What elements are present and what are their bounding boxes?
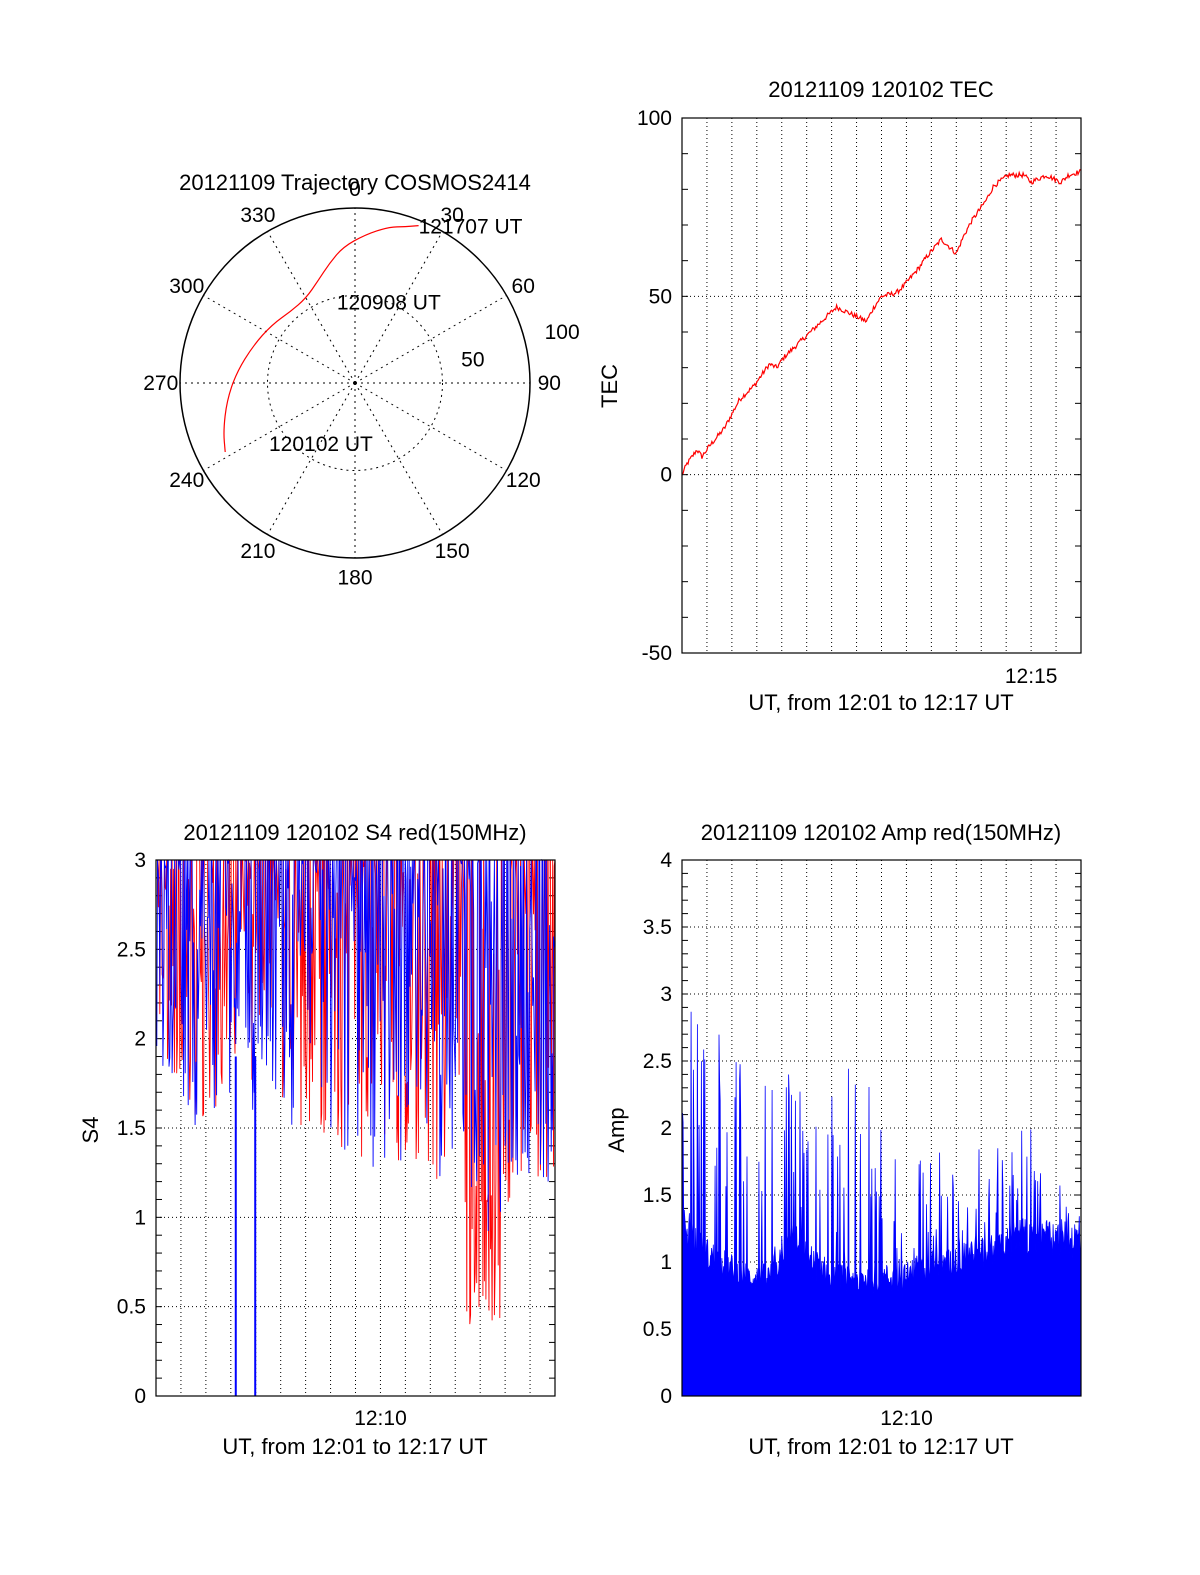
y-tick-label: 0.5 bbox=[117, 1296, 146, 1319]
tec-ylabel: TEC bbox=[597, 364, 622, 408]
amp-series-area bbox=[681, 1011, 1082, 1397]
amp-title: 20121109 120102 Amp red(150MHz) bbox=[701, 820, 1061, 845]
x-tick-label: 12:10 bbox=[880, 1407, 933, 1430]
azimuth-label: 30 bbox=[440, 204, 463, 227]
trajectory-annotation: 120102 UT bbox=[269, 433, 373, 456]
y-tick-label: 3 bbox=[134, 849, 146, 872]
y-tick-label: 1.5 bbox=[117, 1117, 146, 1140]
y-tick-label: 3 bbox=[660, 983, 672, 1006]
x-tick-labels: 12:15 bbox=[1005, 665, 1058, 688]
trajectory-annotations: 121707 UT 120908 UT 120102 UT bbox=[269, 216, 523, 457]
tec-xlabel: UT, from 12:01 to 12:17 UT bbox=[748, 690, 1013, 715]
y-tick-label: 0.5 bbox=[643, 1318, 672, 1341]
polar-spoke bbox=[354, 231, 443, 384]
y-tick-label: 0 bbox=[134, 1385, 146, 1408]
azimuth-label: 90 bbox=[538, 372, 561, 395]
azimuth-label: 270 bbox=[143, 372, 178, 395]
radial-label: 100 bbox=[545, 321, 580, 344]
polar-title: 20121109 Trajectory COSMOS2414 bbox=[179, 170, 531, 195]
polar-spoke bbox=[267, 382, 356, 535]
y-tick-label: 1 bbox=[660, 1251, 672, 1274]
polar-grid bbox=[179, 207, 531, 559]
y-tick-label: 1 bbox=[134, 1206, 146, 1229]
azimuth-label: 150 bbox=[435, 540, 470, 563]
y-tick-label: 4 bbox=[660, 849, 672, 872]
polar-spoke bbox=[203, 295, 356, 384]
azimuth-label: 240 bbox=[169, 469, 204, 492]
azimuth-label: 60 bbox=[512, 275, 535, 298]
polar-inner-circle bbox=[267, 295, 443, 471]
y-tick-label: 2.5 bbox=[643, 1050, 672, 1073]
y-tick-label: -50 bbox=[642, 642, 672, 665]
y-tick-label: 2 bbox=[660, 1117, 672, 1140]
x-tick-label: 12:15 bbox=[1005, 665, 1058, 688]
plot-frame bbox=[681, 859, 1082, 1397]
polar-radial-labels: 50 100 bbox=[461, 321, 579, 371]
polar-azimuth-labels: 0 30 60 90 120 150 180 210 240 270 300 330 bbox=[143, 178, 561, 590]
plot-frame bbox=[681, 117, 1082, 654]
amp-xlabel: UT, from 12:01 to 12:17 UT bbox=[748, 1434, 1013, 1459]
azimuth-label: 120 bbox=[506, 469, 541, 492]
azimuth-label: 0 bbox=[349, 178, 361, 201]
y-tick-labels: 0 0.5 1 1.5 2 2.5 3 bbox=[117, 849, 146, 1408]
polar-trajectory-panel: 20121109 Trajectory COSMOS2414 0 30 60 90 12… bbox=[143, 170, 579, 589]
x-tick-label: 12:10 bbox=[354, 1407, 407, 1430]
y-tick-labels: 0 0.5 1 1.5 2 2.5 3 3.5 4 bbox=[643, 849, 673, 1408]
s4-ylabel: S4 bbox=[78, 1117, 103, 1144]
s4-title: 20121109 120102 S4 red(150MHz) bbox=[183, 820, 526, 845]
x-tick-labels: 12:10 bbox=[880, 1407, 933, 1430]
azimuth-label: 180 bbox=[337, 566, 372, 589]
y-tick-label: 100 bbox=[637, 107, 672, 130]
y-tick-label: 50 bbox=[649, 285, 672, 308]
plot-frame bbox=[155, 859, 556, 1397]
y-tick-label: 0 bbox=[660, 464, 672, 487]
polar-spoke bbox=[354, 295, 507, 384]
y-tick-label: 2.5 bbox=[117, 938, 146, 961]
y-tick-label: 3.5 bbox=[643, 916, 672, 939]
y-tick-labels: -50 0 50 100 bbox=[637, 107, 672, 665]
azimuth-label: 210 bbox=[240, 540, 275, 563]
amp-panel: 20121109 120102 Amp red(150MHz) UT, from… bbox=[604, 820, 1082, 1459]
s4-xlabel: UT, from 12:01 to 12:17 UT bbox=[222, 1434, 487, 1459]
tec-series-line bbox=[681, 168, 1082, 475]
x-tick-labels: 12:10 bbox=[354, 1407, 407, 1430]
amp-ylabel: Amp bbox=[604, 1107, 629, 1152]
azimuth-label: 330 bbox=[240, 204, 275, 227]
y-tick-label: 1.5 bbox=[643, 1184, 672, 1207]
s4-panel: 20121109 120102 S4 red(150MHz) UT, from … bbox=[78, 820, 556, 1459]
trajectory-line bbox=[223, 225, 419, 453]
tec-title: 20121109 120102 TEC bbox=[768, 77, 994, 102]
polar-spoke bbox=[354, 382, 507, 471]
grid bbox=[682, 117, 1081, 654]
y-tick-label: 0 bbox=[660, 1385, 672, 1408]
tec-panel: 20121109 120102 TEC UT, from 12:01 to 12… bbox=[597, 77, 1082, 715]
radial-label: 50 bbox=[461, 348, 484, 371]
trajectory-annotation: 121707 UT bbox=[419, 216, 523, 239]
polar-spoke bbox=[203, 382, 356, 471]
polar-spoke bbox=[267, 231, 356, 384]
y-tick-label: 2 bbox=[134, 1028, 146, 1051]
azimuth-label: 300 bbox=[169, 275, 204, 298]
polar-spoke bbox=[354, 382, 443, 535]
trajectory-annotation: 120908 UT bbox=[337, 291, 441, 314]
